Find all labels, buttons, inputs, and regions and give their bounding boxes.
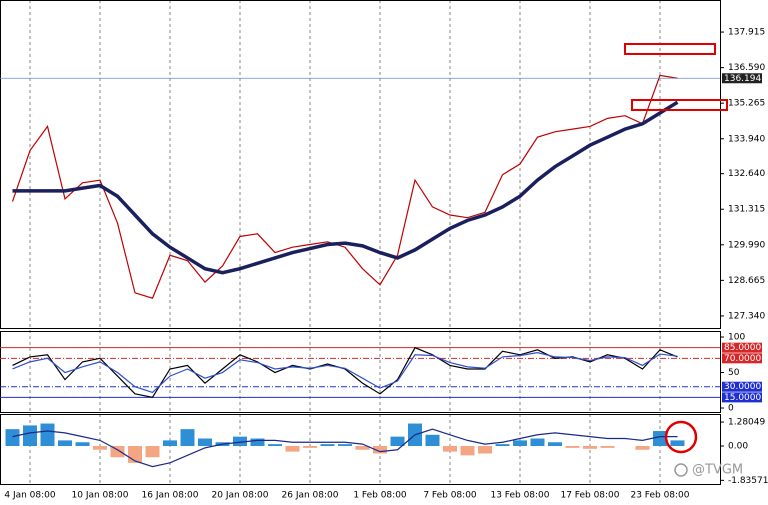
y-tick-label: 100 — [728, 333, 745, 343]
histogram-bar — [338, 444, 352, 447]
series-line — [12, 352, 678, 394]
histogram-bar — [75, 442, 90, 447]
level-label-box — [722, 353, 762, 364]
x-tick-label: 7 Feb 08:00 — [423, 491, 477, 501]
highlight-circle — [664, 420, 698, 454]
histogram-bar — [58, 440, 72, 447]
histogram-bar — [600, 446, 615, 448]
histogram-bar — [513, 440, 527, 447]
current-price-label: 136.194 — [724, 74, 761, 84]
histogram-bar — [268, 444, 282, 447]
y-tick-label: 1.28049 — [728, 418, 765, 428]
level-label: 70.0000 — [724, 354, 761, 364]
histogram-bar — [565, 446, 580, 448]
y-tick-label: -1.83571 — [728, 476, 768, 486]
x-tick-label: 26 Jan 08:00 — [282, 491, 339, 501]
histogram-bar — [303, 446, 317, 448]
series-line — [12, 346, 678, 399]
histogram-bar — [5, 429, 20, 447]
highlight-box — [631, 99, 728, 111]
x-tick-label: 13 Feb 08:00 — [490, 491, 549, 501]
histogram-bar — [653, 431, 667, 447]
series-line — [12, 428, 678, 468]
x-tick-label: 4 Jan 08:00 — [4, 491, 56, 501]
histogram-bar — [163, 440, 177, 447]
histogram-bar — [145, 446, 160, 458]
histogram-bar — [530, 438, 545, 447]
x-tick-label: 23 Feb 08:00 — [630, 491, 689, 501]
x-tick-label: 20 Jan 08:00 — [212, 491, 269, 501]
x-tick-label: 10 Jan 08:00 — [72, 491, 129, 501]
histogram-bar — [40, 423, 55, 447]
x-tick-label: 16 Jan 08:00 — [142, 491, 199, 501]
level-label: 15.0000 — [724, 393, 761, 403]
histogram-bar — [198, 438, 212, 447]
histogram-bar — [443, 446, 457, 452]
y-tick-label: 0 — [728, 404, 734, 414]
histogram-bar — [320, 444, 335, 447]
panel-frame — [0, 331, 721, 413]
level-label-box — [722, 392, 762, 403]
histogram-bar — [373, 446, 387, 454]
panel-frame — [0, 414, 721, 485]
histogram-bar — [23, 425, 37, 447]
current-price-box — [722, 73, 762, 84]
histogram-bar — [233, 436, 247, 447]
level-label: 85.0000 — [724, 343, 761, 353]
x-tick-label: 17 Feb 08:00 — [560, 491, 619, 501]
histogram-bar — [425, 434, 440, 447]
histogram-bar — [93, 446, 107, 450]
histogram-bar — [250, 438, 265, 447]
histogram-bar — [478, 446, 492, 454]
y-tick-label: 133.940 — [728, 134, 765, 144]
panel-frame — [0, 0, 721, 329]
level-label: 30.0000 — [724, 382, 761, 392]
highlight-box — [624, 43, 716, 55]
x-tick-label: 1 Feb 08:00 — [353, 491, 407, 501]
histogram-bar — [635, 446, 650, 450]
series-line — [12, 100, 679, 275]
level-label-box — [722, 342, 762, 353]
y-tick-label: 129.990 — [728, 240, 765, 250]
y-tick-label: 0.00 — [728, 442, 748, 452]
histogram-bar — [548, 442, 562, 447]
y-tick-label: 127.340 — [728, 311, 765, 321]
series-line — [11, 74, 678, 299]
histogram-bar — [390, 436, 405, 447]
y-tick-label: 136.590 — [728, 63, 765, 73]
y-tick-label: 132.640 — [728, 169, 765, 179]
y-tick-label: 50 — [728, 368, 740, 378]
histogram-bar — [670, 440, 685, 447]
y-tick-label: 137.915 — [728, 28, 765, 38]
histogram-bar — [110, 446, 125, 458]
y-tick-label: 135.265 — [728, 99, 765, 109]
histogram-bar — [355, 446, 370, 450]
y-tick-label: 128.665 — [728, 276, 765, 286]
histogram-bar — [460, 446, 475, 456]
level-label-box — [722, 381, 762, 392]
y-tick-label: 131.315 — [728, 205, 765, 215]
watermark: @TVGM — [692, 463, 743, 478]
histogram-bar — [495, 444, 510, 447]
watermark-logo — [674, 463, 688, 477]
histogram-bar — [180, 429, 195, 447]
histogram-bar — [285, 446, 300, 452]
histogram-bar — [583, 446, 597, 449]
